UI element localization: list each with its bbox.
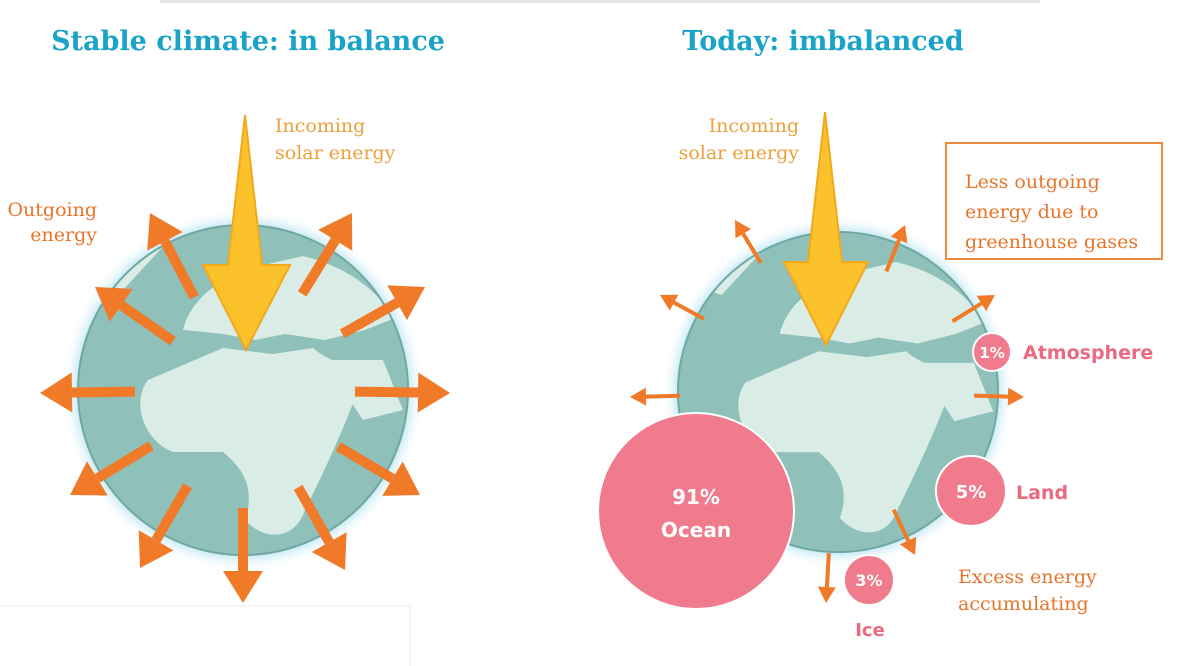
energy-arrow [138, 530, 174, 568]
energy-arrow [297, 237, 340, 297]
reservoir-share: 5% [956, 482, 987, 503]
reservoir-share: 3% [855, 571, 882, 590]
reservoir-circle [972, 332, 1012, 372]
energy-arrow [891, 508, 910, 542]
energy-arrow [70, 461, 108, 496]
energy-arrow [890, 225, 908, 244]
energy-arrow [94, 441, 154, 483]
reservoir-circle [935, 455, 1007, 527]
reservoir-name: Ocean [661, 518, 731, 542]
reservoir-circle [597, 412, 795, 610]
energy-arrow [741, 232, 763, 264]
energy-arrow [900, 536, 917, 555]
energy-arrow [118, 301, 176, 346]
energy-arrow [973, 393, 1009, 399]
energy-arrow [311, 532, 347, 570]
reservoir-name: Ice [855, 620, 885, 641]
energy-arrow [354, 386, 419, 398]
energy-arrow [660, 294, 679, 311]
reservoir-share: 1% [979, 344, 1004, 362]
energy-arrow [673, 300, 705, 321]
callout-box [945, 142, 1163, 260]
energy-arrow [95, 287, 133, 322]
energy-arrow [817, 586, 836, 603]
excess-label: Excess energy accumulating [958, 566, 1097, 615]
energy-arrow [223, 571, 263, 603]
energy-arrow [1007, 387, 1024, 406]
energy-arrow [645, 393, 681, 399]
energy-arrow [147, 213, 183, 251]
top-edge [160, 0, 1040, 3]
incoming-label: Incoming solar energy [679, 115, 800, 164]
energy-arrow [630, 387, 647, 406]
panel-title: Stable climate: in balance [51, 26, 445, 57]
energy-arrow [824, 552, 831, 588]
energy-arrow [293, 484, 334, 545]
outgoing-label: Outgoing energy [7, 199, 97, 246]
energy-arrow [318, 213, 353, 251]
reservoir-circle [843, 554, 895, 606]
reservoir-share: 91% [672, 485, 720, 509]
energy-arrow [884, 239, 901, 273]
energy-arrow [976, 295, 995, 312]
callout-text: Less outgoing energy due to greenhouse gas… [965, 171, 1138, 253]
energy-arrow [417, 372, 450, 413]
energy-arrow [951, 301, 983, 323]
reservoir-name: Atmosphere [1023, 342, 1153, 364]
energy-arrow [387, 285, 425, 321]
energy-arrow [160, 239, 199, 300]
solar-arrow [201, 114, 292, 353]
energy-arrow [335, 442, 396, 483]
panel-title: Today: imbalanced [682, 26, 964, 57]
energy-arrow [71, 386, 136, 398]
energy-arrow [339, 298, 400, 339]
energy-arrow [40, 372, 73, 413]
energy-arrow [735, 220, 751, 239]
energy-arrow [382, 461, 420, 496]
overlay-card [0, 605, 411, 666]
reservoir-name: Land [1016, 482, 1068, 504]
incoming-label: Incoming solar energy [275, 115, 396, 164]
solar-arrow [782, 111, 870, 348]
energy-arrow [151, 483, 192, 543]
